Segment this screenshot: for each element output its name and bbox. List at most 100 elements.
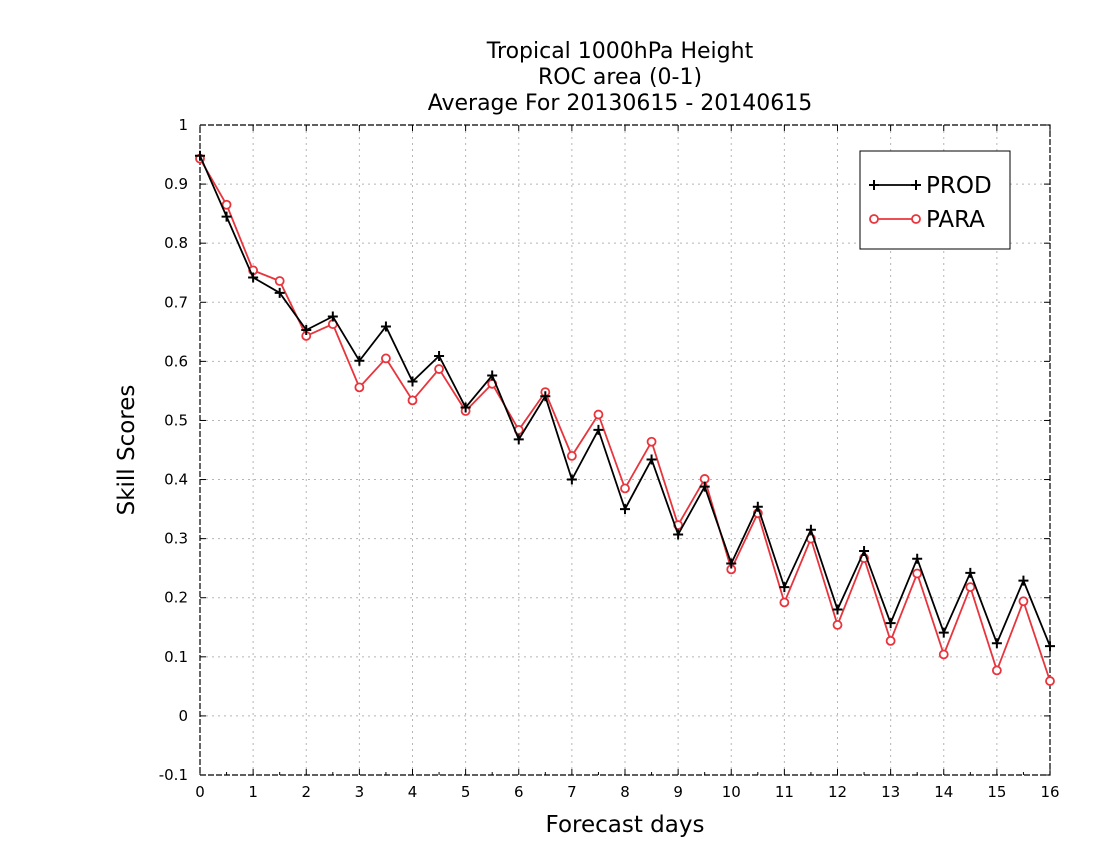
data-point-prod bbox=[221, 211, 232, 222]
data-point-prod bbox=[195, 150, 205, 161]
y-tick-label: 0.3 bbox=[164, 530, 188, 548]
data-point-prod bbox=[434, 351, 445, 362]
data-point-prod bbox=[859, 546, 870, 557]
data-point-prod bbox=[805, 524, 816, 535]
x-tick-label: 4 bbox=[408, 783, 418, 801]
x-tick-label: 10 bbox=[722, 783, 741, 801]
data-point-prod bbox=[354, 355, 365, 366]
data-point-prod bbox=[1045, 641, 1055, 652]
y-axis-label: Skill Scores bbox=[114, 385, 140, 516]
data-series bbox=[195, 150, 1055, 686]
legend-label-prod: PROD bbox=[926, 173, 992, 199]
data-point-prod bbox=[327, 311, 338, 322]
data-point-prod bbox=[593, 424, 604, 435]
y-tick-label: 0.7 bbox=[164, 293, 188, 311]
data-point-prod bbox=[513, 434, 524, 445]
x-tick-label: 7 bbox=[567, 783, 577, 801]
data-point-prod bbox=[699, 481, 710, 492]
data-point-prod bbox=[965, 567, 976, 578]
x-tick-label: 5 bbox=[461, 783, 471, 801]
axes: 0 1 2 3 4 5 6 7 8 9 10 11 12 13 14 15 16-0.100.10.20.30.… bbox=[159, 116, 1060, 801]
data-point-para bbox=[832, 620, 843, 630]
data-point-prod bbox=[779, 582, 790, 593]
data-point-para bbox=[566, 451, 577, 461]
data-point-prod bbox=[752, 501, 763, 512]
y-tick-label: 0.4 bbox=[164, 471, 188, 489]
data-point-prod bbox=[832, 604, 843, 615]
data-point-prod bbox=[1018, 575, 1029, 586]
data-point-para bbox=[991, 665, 1002, 676]
y-tick-label: 1 bbox=[178, 116, 188, 134]
series-prod bbox=[195, 150, 1055, 652]
x-tick-label: 6 bbox=[514, 783, 524, 801]
legend-box bbox=[859, 150, 1011, 250]
x-tick-label: 2 bbox=[301, 783, 311, 801]
legend-item-prod: PROD bbox=[869, 173, 992, 199]
data-point-para bbox=[779, 597, 790, 608]
legend-item-para: PARA bbox=[869, 207, 985, 233]
data-point-para bbox=[912, 568, 923, 579]
data-point-para bbox=[938, 649, 949, 660]
data-point-para bbox=[885, 635, 896, 646]
data-point-para bbox=[354, 382, 365, 393]
data-point-para bbox=[1045, 676, 1055, 686]
data-point-prod bbox=[673, 529, 684, 540]
y-tick-label: 0.2 bbox=[164, 589, 188, 607]
chart-title: Tropical 1000hPa Height ROC area (0-1) A… bbox=[428, 39, 813, 116]
data-point-prod bbox=[460, 402, 471, 413]
data-point-para bbox=[221, 199, 232, 210]
data-point-para bbox=[434, 364, 444, 374]
data-point-prod bbox=[726, 558, 737, 569]
data-point-para bbox=[620, 483, 630, 494]
y-tick-label: 0.6 bbox=[164, 352, 188, 370]
y-tick-label: 0.5 bbox=[164, 411, 188, 429]
x-tick-label: 9 bbox=[673, 783, 683, 801]
data-point-prod bbox=[274, 287, 285, 298]
chart-title-line-3: Average For 20130615 - 20140615 bbox=[428, 91, 813, 116]
data-point-prod bbox=[912, 553, 923, 564]
x-tick-label: 1 bbox=[248, 783, 258, 801]
chart-title-line-1: Tropical 1000hPa Height bbox=[486, 39, 754, 64]
x-tick-label: 3 bbox=[355, 783, 365, 801]
data-point-prod bbox=[991, 638, 1002, 649]
data-point-prod bbox=[938, 627, 949, 638]
x-tick-label: 13 bbox=[881, 783, 900, 801]
y-tick-label: 0.8 bbox=[164, 234, 188, 252]
data-point-prod bbox=[540, 391, 551, 402]
x-tick-label: 14 bbox=[934, 783, 953, 801]
data-point-para bbox=[593, 409, 604, 420]
data-point-para bbox=[381, 353, 391, 364]
data-point-para bbox=[646, 436, 657, 447]
data-point-prod bbox=[407, 376, 418, 387]
data-point-prod bbox=[885, 618, 896, 629]
x-tick-label: 12 bbox=[828, 783, 847, 801]
legend-marker-end bbox=[911, 180, 921, 190]
data-point-prod bbox=[620, 504, 630, 515]
data-point-prod bbox=[380, 321, 391, 332]
x-tick-label: 16 bbox=[1040, 783, 1059, 801]
legend: PROD PARA bbox=[859, 150, 1011, 250]
legend-marker-start bbox=[869, 180, 879, 190]
data-point-para bbox=[274, 276, 285, 286]
y-tick-label: -0.1 bbox=[159, 766, 188, 784]
y-tick-label: 0.9 bbox=[164, 175, 188, 193]
data-point-prod bbox=[487, 370, 498, 381]
x-tick-label: 11 bbox=[775, 783, 794, 801]
legend-label-para: PARA bbox=[926, 207, 985, 233]
data-point-para bbox=[407, 395, 418, 406]
y-tick-label: 0.1 bbox=[164, 648, 188, 666]
data-point-prod bbox=[248, 272, 259, 283]
x-tick-label: 8 bbox=[620, 783, 630, 801]
data-point-prod bbox=[566, 474, 577, 485]
data-point-prod bbox=[301, 325, 312, 336]
data-point-prod bbox=[646, 454, 657, 465]
x-tick-label: 0 bbox=[195, 783, 205, 801]
legend-marker-start bbox=[869, 214, 879, 224]
y-tick-label: 0 bbox=[178, 707, 188, 725]
data-point-para bbox=[965, 582, 976, 592]
data-point-para bbox=[1018, 596, 1029, 607]
legend-marker-end bbox=[911, 214, 921, 224]
chart-title-line-2: ROC area (0-1) bbox=[538, 65, 702, 90]
x-axis-label: Forecast days bbox=[546, 812, 705, 838]
